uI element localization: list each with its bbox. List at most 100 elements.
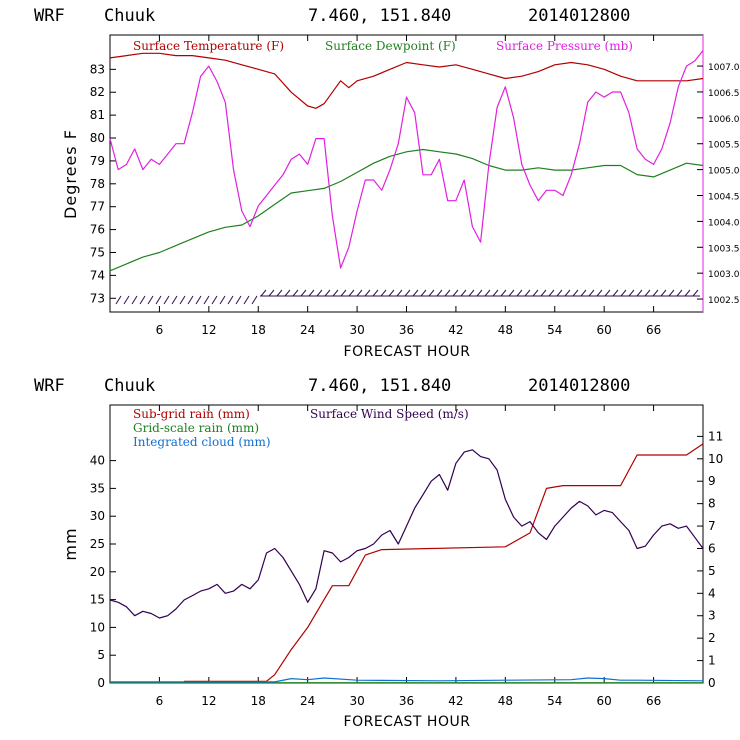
- wind-barb: [420, 289, 427, 297]
- top-header-init: 2014012800: [528, 6, 630, 26]
- bottom-xtick-label: 60: [597, 694, 612, 708]
- wind-barb: [268, 289, 275, 297]
- top-ytick-label: 73: [90, 291, 105, 305]
- wind-barb: [203, 295, 210, 305]
- bottom-y2tick-label: 9: [708, 474, 716, 488]
- bottom-x-ticks: 6 12 18 24 30 36 42 48 54 60 66: [156, 405, 661, 708]
- bottom-xtick-label: 66: [646, 694, 661, 708]
- bottom-ytick-label: 25: [90, 537, 105, 551]
- bottom-x-axis-label: FORECAST HOUR: [344, 714, 471, 730]
- top-panel: WRF Chuuk 7.460, 151.840 2014012800 Surf…: [34, 6, 740, 360]
- wind-barb: [155, 295, 162, 305]
- top-ytick-label: 79: [90, 154, 105, 168]
- bottom-y2tick-label: 6: [708, 541, 716, 555]
- wind-barb: [179, 295, 186, 305]
- bottom-y2tick-label: 5: [708, 564, 716, 578]
- wind-barb: [484, 289, 491, 297]
- top-xtick-label: 12: [201, 323, 216, 337]
- wind-barb: [251, 295, 258, 305]
- top-series-surface-pressure: [109, 50, 704, 269]
- wind-barb: [620, 289, 627, 297]
- bottom-panel: WRF Chuuk 7.460, 151.840 2014012800 Sub-…: [34, 376, 723, 730]
- wind-barb: [340, 289, 347, 297]
- top-ytick-label: 82: [90, 85, 105, 99]
- bottom-y2tick-label: 4: [708, 586, 716, 600]
- wind-barb: [235, 295, 242, 305]
- bottom-y2tick-label: 0: [708, 676, 716, 690]
- top-header-station: Chuuk: [104, 6, 155, 26]
- bottom-y2tick-label: 7: [708, 519, 716, 533]
- top-xtick-label: 42: [448, 323, 463, 337]
- top-ytick-label: 78: [90, 177, 105, 191]
- wind-barb: [588, 289, 595, 297]
- wind-barb: [300, 289, 307, 297]
- top-x-axis-label: FORECAST HOUR: [344, 344, 471, 360]
- wind-barb: [131, 295, 138, 305]
- wind-barb: [227, 295, 234, 305]
- bottom-header-coords: 7.460, 151.840: [308, 376, 451, 396]
- top-y2tick-label: 1002.5: [708, 296, 740, 306]
- top-xtick-label: 6: [156, 323, 164, 337]
- top-y2tick-label: 1006.0: [708, 115, 740, 125]
- wind-barb: [628, 289, 635, 297]
- bottom-y2tick-label: 1: [708, 654, 716, 668]
- wind-barb: [211, 295, 218, 305]
- wind-barb: [388, 289, 395, 297]
- top-right-ticks: 1002.5 1003.0 1003.5 1004.0 1004.5 1005.0 1005…: [697, 63, 740, 306]
- wind-barb: [163, 295, 170, 305]
- wind-barb: [428, 289, 435, 297]
- bottom-legend-integrated-cloud: Integrated cloud (mm): [133, 435, 271, 449]
- wind-barb: [580, 289, 587, 297]
- wind-barb: [652, 289, 659, 297]
- top-header-coords: 7.460, 151.840: [308, 6, 451, 26]
- bottom-y2tick-label: 3: [708, 609, 716, 623]
- wind-barb: [540, 289, 547, 297]
- wind-barb: [260, 289, 267, 297]
- bottom-ytick-label: 40: [90, 454, 105, 468]
- bottom-y2tick-label: 10: [708, 452, 723, 466]
- top-xtick-label: 66: [646, 323, 661, 337]
- wind-barb: [348, 289, 355, 297]
- top-ytick-label: 81: [90, 108, 105, 122]
- bottom-legend-subgrid-rain: Sub-grid rain (mm): [133, 407, 250, 421]
- top-series-surface-temperature: [109, 52, 704, 109]
- top-y2tick-label: 1006.5: [708, 89, 740, 99]
- wind-barb: [356, 289, 363, 297]
- bottom-ytick-label: 0: [97, 676, 105, 690]
- bottom-xtick-label: 30: [349, 694, 364, 708]
- wind-barb: [404, 289, 411, 297]
- wind-barb: [476, 289, 483, 297]
- wind-barb: [243, 295, 250, 305]
- wind-barb: [604, 289, 611, 297]
- wind-barb: [532, 289, 539, 297]
- top-ytick-label: 76: [90, 223, 105, 237]
- wind-barb: [412, 289, 419, 297]
- wind-barb: [324, 289, 331, 297]
- wind-barb: [508, 289, 515, 297]
- top-legend-temperature: Surface Temperature (F): [133, 39, 284, 53]
- top-xtick-label: 30: [349, 323, 364, 337]
- bottom-xtick-label: 18: [251, 694, 266, 708]
- wind-barb: [219, 295, 226, 305]
- wind-barb: [524, 289, 531, 297]
- top-xtick-label: 18: [251, 323, 266, 337]
- wind-barb: [460, 289, 467, 297]
- wind-barb: [564, 289, 571, 297]
- top-ytick-label: 77: [90, 200, 105, 214]
- wind-barb: [556, 289, 563, 297]
- wind-barb: [452, 289, 459, 297]
- wind-barb: [364, 289, 371, 297]
- top-y2tick-label: 1005.5: [708, 141, 740, 151]
- bottom-xtick-label: 48: [498, 694, 513, 708]
- wind-barb: [187, 295, 194, 305]
- wind-barb: [171, 295, 178, 305]
- wind-barb: [684, 289, 691, 297]
- wind-barb: [308, 289, 315, 297]
- top-series-surface-dewpoint: [109, 148, 704, 272]
- bottom-ytick-label: 10: [90, 620, 105, 634]
- top-legend-dewpoint: Surface Dewpoint (F): [325, 39, 456, 53]
- wind-barb: [332, 289, 339, 297]
- bottom-ytick-label: 30: [90, 509, 105, 523]
- bottom-left-ticks: 0 5 10 15 20 25 30 35 40: [90, 454, 116, 690]
